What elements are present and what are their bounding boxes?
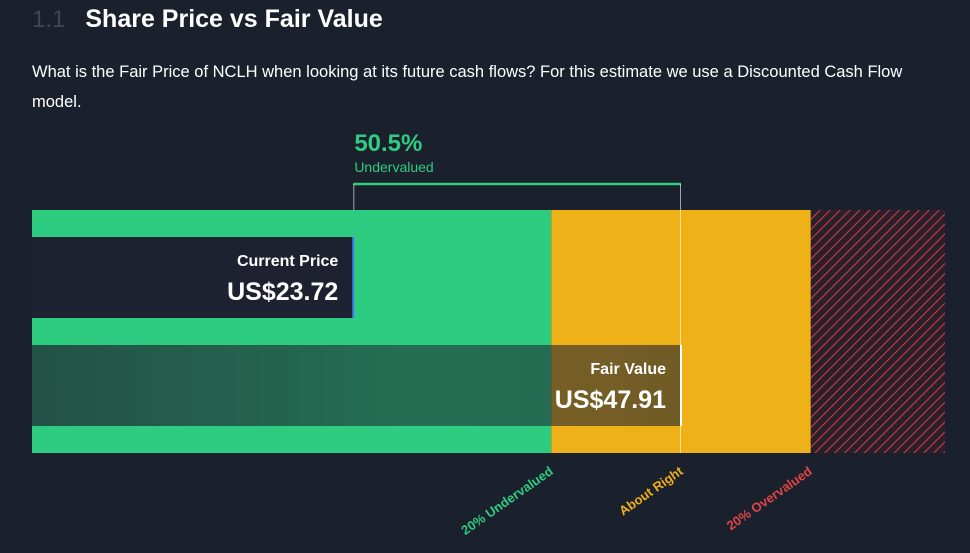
- section-description: What is the Fair Price of NCLH when look…: [32, 63, 903, 111]
- section-title: Share Price vs Fair Value: [85, 5, 383, 33]
- current-price-value: US$23.72: [227, 278, 339, 306]
- zone-overvalued: [810, 210, 945, 453]
- undervalued-percent: 50.5%: [354, 130, 423, 157]
- fair-value-value: US$47.91: [554, 386, 666, 414]
- fair-value-label: Fair Value: [590, 361, 666, 378]
- section-number: 1.1: [32, 6, 66, 33]
- current-price-label: Current Price: [236, 253, 339, 270]
- fair-value-bar: [32, 345, 681, 426]
- current-price-bar: [32, 237, 354, 318]
- undervalued-label: Undervalued: [354, 159, 434, 175]
- section-header: 1.1 Share Price vs Fair Value: [32, 5, 383, 39]
